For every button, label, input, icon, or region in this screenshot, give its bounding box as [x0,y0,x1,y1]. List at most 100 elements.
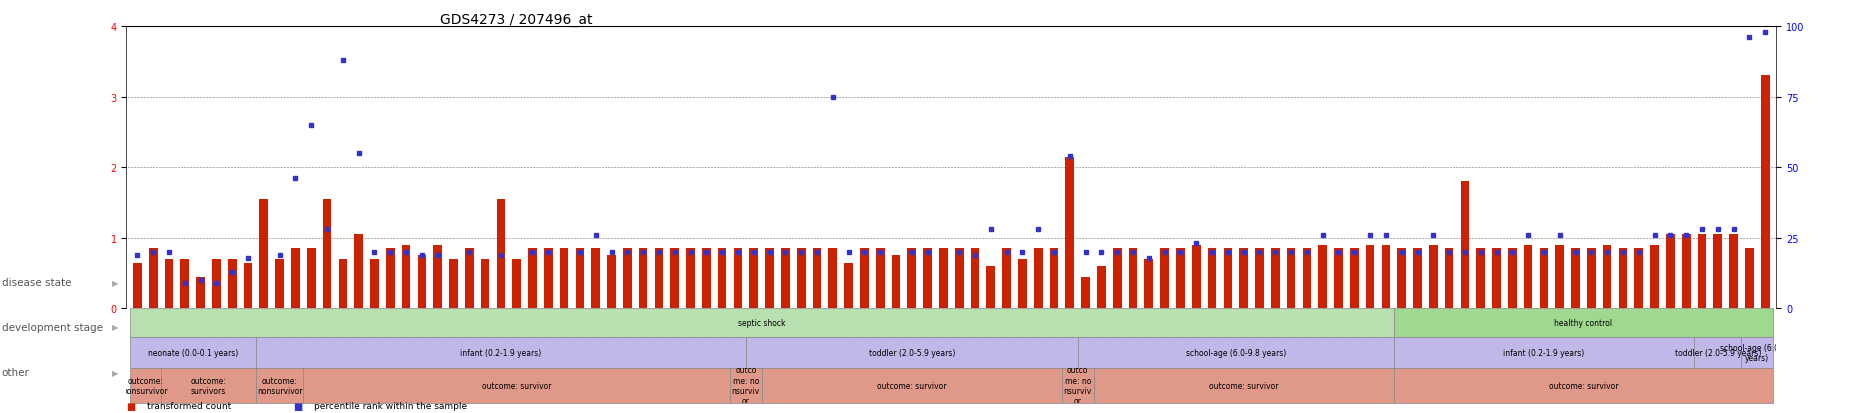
Bar [1539,249,1547,309]
Bar [1523,245,1532,309]
Text: healthy control: healthy control [1554,318,1612,327]
Bar [745,337,1077,368]
Bar [464,249,474,309]
Bar [954,249,964,309]
Text: transformed count: transformed count [147,401,230,410]
Bar [828,249,838,309]
Bar [1049,249,1058,309]
Bar [765,249,774,309]
Bar [1393,309,1772,337]
Text: neonate (0.0-0.1 years): neonate (0.0-0.1 years) [147,348,238,357]
Bar [130,309,1393,337]
Bar [180,259,189,309]
Text: disease state: disease state [2,278,71,287]
Bar [1445,249,1452,309]
Bar [303,368,730,403]
Bar [1144,259,1153,309]
Bar [197,277,204,309]
Bar [1224,249,1231,309]
Text: septic shock: septic shock [737,318,786,327]
Bar [717,249,726,309]
Bar [1649,245,1658,309]
Bar [1127,249,1136,309]
Bar [338,259,347,309]
Bar [1554,245,1564,309]
Bar [938,249,947,309]
Bar [1697,235,1705,309]
Bar [355,235,362,309]
Text: outco
me: no
nsurviv
or: outco me: no nsurviv or [732,366,760,406]
Bar [1077,337,1393,368]
Bar [323,199,331,309]
Text: outcome: survivor: outcome: survivor [481,381,552,390]
Bar [654,249,663,309]
Text: outcome: survivor: outcome: survivor [877,381,945,390]
Bar [1302,249,1311,309]
Bar [1666,235,1673,309]
Bar [1192,245,1200,309]
Bar [275,259,284,309]
Text: other: other [2,368,30,377]
Bar [418,256,425,309]
Bar [1712,235,1721,309]
Bar [797,249,806,309]
Text: ■: ■ [293,401,303,411]
Bar [1382,245,1389,309]
Bar [306,249,316,309]
Bar [292,249,299,309]
Text: outcome:
survivors: outcome: survivors [191,376,227,395]
Bar [1175,249,1185,309]
Bar [1159,249,1168,309]
Bar [1491,249,1500,309]
Text: school-age (6.0-9.8 years): school-age (6.0-9.8 years) [1185,348,1285,357]
Bar [843,263,852,309]
Bar [386,249,394,309]
Text: outcome: survivor: outcome: survivor [1549,381,1617,390]
Bar [1207,249,1216,309]
Text: outco
me: no
nsurviv
or: outco me: no nsurviv or [1062,366,1092,406]
Bar [496,199,505,309]
Bar [256,368,303,403]
Text: ■: ■ [126,401,136,411]
Text: development stage: development stage [2,322,102,332]
Bar [1508,249,1515,309]
Bar [1287,249,1294,309]
Bar [1740,337,1772,368]
Bar [576,249,583,309]
Bar [891,256,901,309]
Bar [1476,249,1484,309]
Bar [1365,245,1374,309]
Bar [1396,249,1406,309]
Bar [1062,368,1094,403]
Bar [1681,235,1690,309]
Bar [730,368,761,403]
Bar [544,249,552,309]
Bar [1744,249,1753,309]
Bar [1586,249,1595,309]
Bar [1603,245,1610,309]
Bar [559,249,568,309]
Bar [449,259,457,309]
Bar [1393,337,1694,368]
Bar [761,368,1062,403]
Bar [1428,245,1437,309]
Bar [1094,368,1393,403]
Bar [260,199,267,309]
Text: percentile rank within the sample: percentile rank within the sample [314,401,466,410]
Text: GDS4273 / 207496_at: GDS4273 / 207496_at [440,13,592,27]
Bar [1393,368,1772,403]
Bar [1064,157,1073,309]
Bar [607,256,615,309]
Bar [1081,277,1090,309]
Bar [875,249,884,309]
Bar [1333,249,1343,309]
Text: ▶: ▶ [113,368,119,377]
Text: outcome:
nonsurvivor: outcome: nonsurvivor [256,376,303,395]
Bar [1096,266,1105,309]
Bar [748,249,758,309]
Bar [670,249,678,309]
Bar [243,263,253,309]
Bar [1694,337,1740,368]
Text: toddler (2.0-5.9 years): toddler (2.0-5.9 years) [867,348,954,357]
Bar [906,249,916,309]
